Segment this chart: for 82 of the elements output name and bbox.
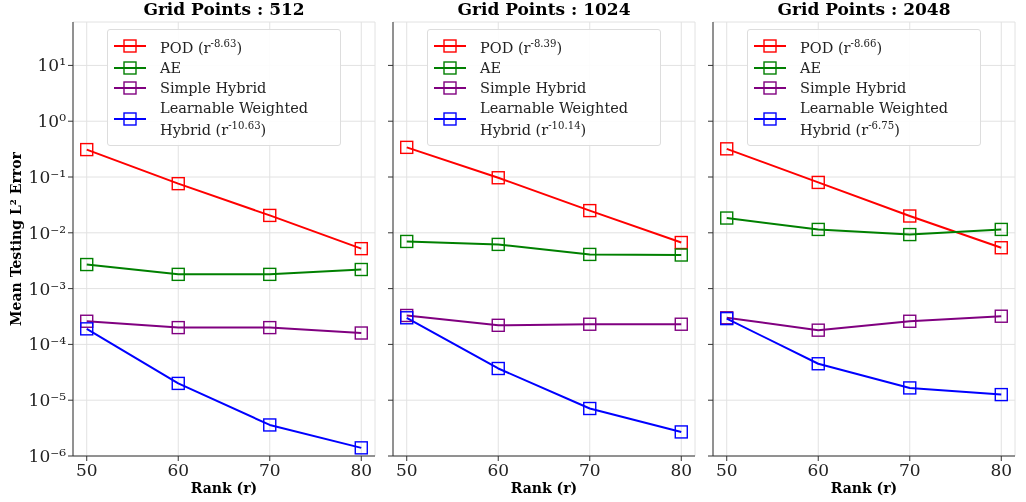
y-tick-label: 10⁰ — [37, 111, 67, 132]
y-tick-label: 10⁻⁶ — [28, 446, 67, 467]
chart-title: Grid Points : 1024 — [456, 0, 632, 19]
point — [354, 241, 368, 256]
point — [994, 241, 1008, 255]
y-axis-title: Mean Testing L² Error — [8, 152, 24, 326]
legend-label: POD (r$^{-8.66}$) — [800, 37, 884, 57]
x-tick-label: 70 — [578, 460, 601, 481]
point — [354, 262, 368, 277]
x-tick-label: 50 — [715, 460, 738, 481]
point — [720, 211, 734, 225]
point — [811, 175, 825, 190]
legend-label: Simple Hybrid — [160, 78, 268, 97]
legend-label: POD (r$^{-8.39}$) — [480, 37, 564, 57]
x-tick-label: 70 — [258, 460, 281, 481]
point — [491, 171, 505, 185]
x-tick-label: 60 — [167, 460, 190, 481]
point — [263, 267, 277, 282]
point — [674, 317, 688, 331]
point — [583, 247, 597, 262]
point — [903, 227, 917, 242]
y-tick-label: 10⁻³ — [28, 278, 66, 299]
y-tick-label: 10⁻⁵ — [28, 390, 67, 411]
legend-label: Learnable Weighted Hybrid (r$^{-10.63}$) — [160, 98, 310, 139]
point — [720, 142, 734, 156]
point — [80, 314, 94, 328]
x-tick-label: 50 — [75, 460, 98, 481]
point — [994, 309, 1008, 323]
point — [491, 318, 505, 332]
point — [263, 320, 277, 335]
point — [80, 257, 94, 272]
legend-label: Learnable Weighted Hybrid (r$^{-10.14}$) — [480, 98, 630, 139]
point — [994, 387, 1008, 402]
point — [583, 203, 597, 218]
point — [400, 234, 414, 249]
point — [811, 222, 825, 237]
point — [674, 425, 688, 439]
point — [171, 320, 185, 335]
x-tick-label: 60 — [487, 460, 510, 481]
point — [171, 176, 185, 191]
x-tick-label: 50 — [395, 460, 418, 481]
legend-label: Learnable Weighted Hybrid (r$^{-6.75}$) — [800, 98, 950, 139]
point — [400, 140, 414, 155]
point — [354, 441, 368, 455]
point — [263, 208, 277, 223]
point — [354, 326, 368, 340]
point — [811, 357, 825, 371]
x-tick-label: 80 — [990, 460, 1013, 481]
legend-label: POD (r$^{-8.63}$) — [160, 37, 244, 57]
point — [903, 209, 917, 223]
legend-label: Simple Hybrid — [480, 78, 588, 97]
y-tick-label: 10⁻⁴ — [28, 334, 67, 355]
y-tick-label: 10⁻¹ — [28, 167, 66, 188]
point — [491, 361, 505, 376]
legend-label: AE — [160, 58, 183, 77]
chart-title: Grid Points : 512 — [142, 0, 306, 19]
legend-label: Simple Hybrid — [800, 78, 908, 97]
x-axis-title: Rank (r) — [189, 480, 259, 496]
point — [674, 248, 688, 262]
point — [263, 418, 277, 432]
x-tick-label: 80 — [670, 460, 693, 481]
point — [171, 376, 185, 391]
x-axis-title: Rank (r) — [509, 480, 579, 496]
x-tick-label: 60 — [807, 460, 830, 481]
x-tick-label: 80 — [350, 460, 373, 481]
y-tick-label: 10¹ — [37, 55, 66, 76]
x-tick-label: 70 — [898, 460, 921, 481]
legend-label: AE — [480, 58, 503, 77]
point — [80, 322, 94, 336]
point — [583, 401, 597, 416]
point — [583, 317, 597, 331]
point — [903, 381, 917, 395]
chart-title: Grid Points : 2048 — [776, 0, 952, 19]
legend-label: AE — [800, 58, 823, 77]
point — [903, 314, 917, 328]
point — [994, 222, 1008, 237]
point — [80, 142, 94, 157]
point — [491, 237, 505, 252]
x-axis-title: Rank (r) — [829, 480, 899, 496]
point — [811, 323, 825, 337]
point — [171, 267, 185, 282]
y-tick-label: 10⁻² — [28, 222, 66, 243]
